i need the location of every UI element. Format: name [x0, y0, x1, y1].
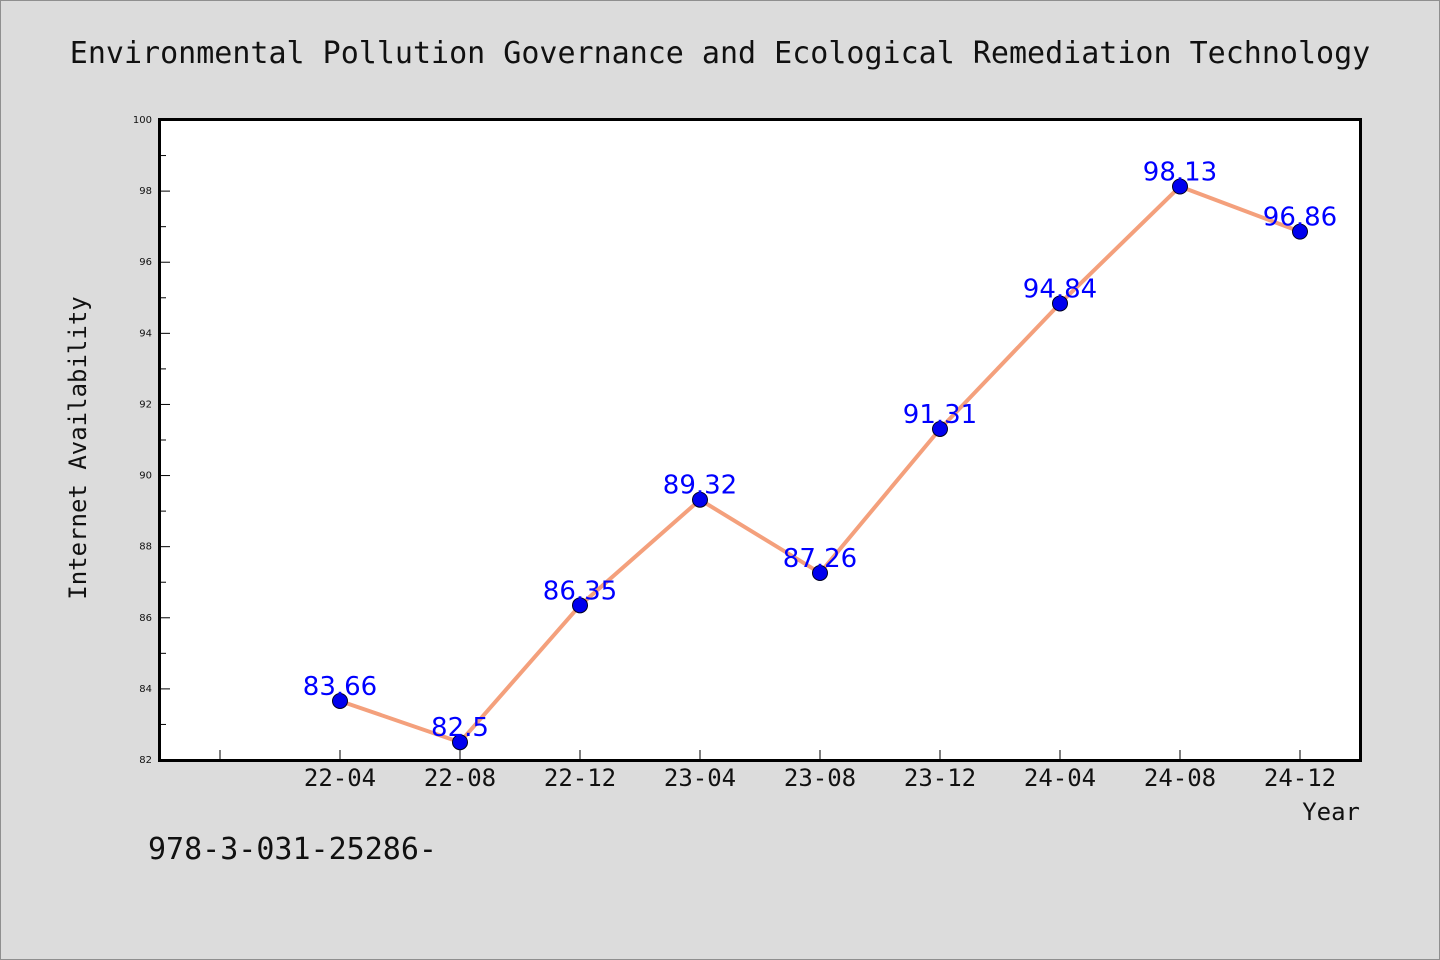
data-point: [692, 491, 708, 508]
y-tick-label: 92: [139, 399, 152, 410]
x-tick-label: 24-12: [1264, 764, 1336, 792]
x-axis-label: Year: [1302, 798, 1360, 826]
y-axis: 82 84 86 88 90 92 94 96 98 100: [133, 115, 170, 766]
data-label: 86.35: [543, 576, 617, 606]
data-label: 91.31: [903, 400, 977, 430]
data-label: 82.5: [431, 713, 489, 743]
y-tick-label: 90: [139, 471, 152, 482]
y-tick-label: 94: [139, 328, 152, 339]
chart-title: Environmental Pollution Governance and E…: [70, 36, 1370, 71]
data-label: 89.32: [663, 471, 737, 501]
y-tick-label: 100: [133, 115, 152, 126]
data-point: [1052, 295, 1068, 312]
y-tick-label: 96: [139, 257, 152, 268]
y-tick-label: 86: [139, 613, 152, 624]
x-axis: 22-04 22-08 22-12 23-04 23-08 23-12 24-04 24-08…: [219, 750, 1336, 792]
y-tick-label: 84: [139, 684, 152, 695]
plot-area: [158, 118, 1362, 762]
data-point: [452, 734, 468, 751]
y-tick-label: 82: [139, 755, 152, 766]
data-label: 96.86: [1263, 203, 1337, 233]
data-point: [1292, 223, 1308, 240]
y-tick-label: 88: [139, 542, 152, 553]
data-point: [332, 692, 348, 709]
y-axis-label: Internet Availability: [64, 296, 92, 599]
x-tick-label: 23-08: [784, 764, 856, 792]
data-label: 94.84: [1023, 274, 1097, 304]
data-markers: [332, 178, 1308, 751]
footer-code: 978-3-031-25286-: [148, 832, 437, 867]
y-tick-label: 98: [139, 186, 152, 197]
data-point: [812, 564, 828, 581]
data-labels: 83.66 82.5 86.35 89.32 87.26 91.31 94.84 98.13 9…: [303, 157, 1337, 743]
data-point: [1172, 178, 1188, 195]
x-tick-label: 24-08: [1144, 764, 1216, 792]
data-label: 98.13: [1143, 157, 1217, 187]
x-tick-label: 23-04: [664, 764, 736, 792]
x-tick-label: 22-04: [304, 764, 376, 792]
x-tick-label: 24-04: [1024, 764, 1096, 792]
x-tick-label: 22-12: [544, 764, 616, 792]
x-tick-label: 23-12: [904, 764, 976, 792]
data-label: 83.66: [303, 672, 377, 702]
x-tick-label: 22-08: [424, 764, 496, 792]
data-point: [572, 597, 588, 614]
data-point: [932, 420, 948, 437]
data-label: 87.26: [783, 544, 857, 574]
